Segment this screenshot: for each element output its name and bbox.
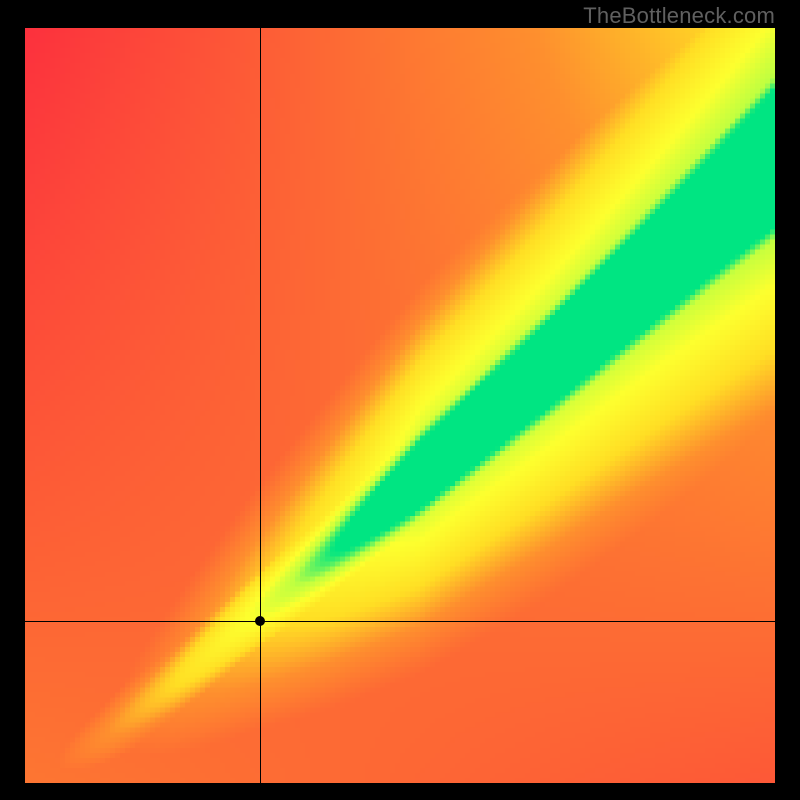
crosshair-marker-dot (255, 616, 265, 626)
crosshair-horizontal (25, 621, 775, 622)
heatmap-plot-area (25, 28, 775, 783)
heatmap-canvas (25, 28, 775, 783)
watermark-text: TheBottleneck.com (583, 3, 775, 29)
crosshair-vertical (260, 28, 261, 783)
